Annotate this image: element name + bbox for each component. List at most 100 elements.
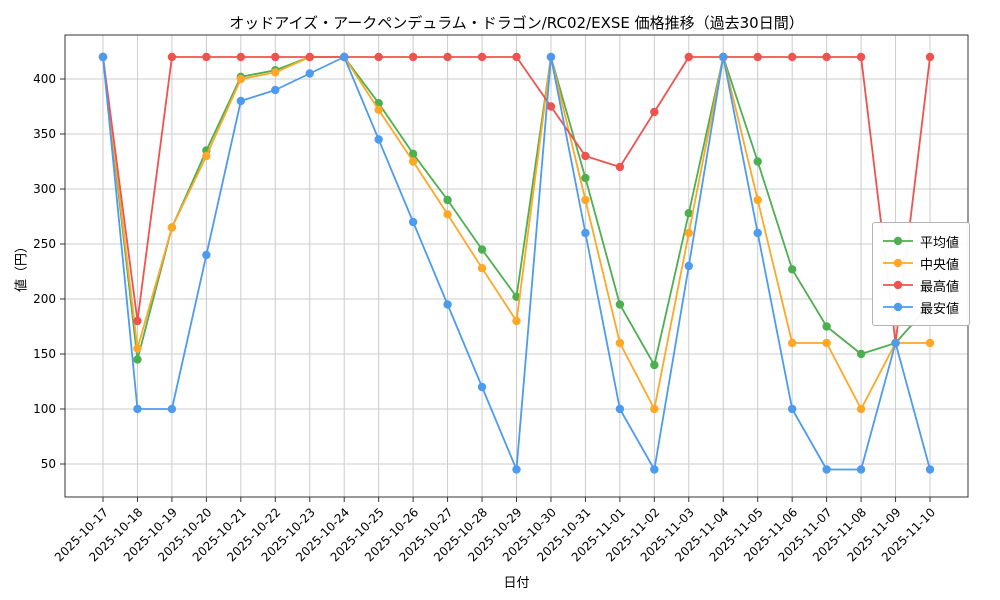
legend-item-max: 最高値 [882, 274, 959, 296]
data-point-min [133, 404, 142, 414]
data-point-max [546, 102, 556, 111]
y-tick-label: 50 [41, 457, 56, 471]
y-tick-label: 350 [33, 127, 56, 141]
legend: 平均値 中央値最高値最安値 [871, 222, 970, 326]
legend-item-min: 最安値 [882, 296, 959, 318]
data-point-min [546, 52, 556, 62]
data-point-min [581, 228, 590, 238]
data-point-max [787, 52, 797, 62]
data-point-max [167, 52, 177, 62]
data-point-max [822, 52, 831, 62]
data-point-min [98, 52, 108, 62]
data-point-min [684, 261, 693, 271]
chart-title: オッドアイズ・アークペンデュラム・ドラゴン/RC02/EXSE 価格推移（過去3… [229, 14, 804, 32]
legend-label-min: 最安値 [919, 301, 959, 317]
data-point-median [822, 338, 831, 348]
data-point-median [512, 316, 521, 326]
legend-dot [893, 236, 903, 246]
x-axis-label: 日付 [503, 576, 530, 591]
data-point-max [477, 52, 487, 62]
data-point-median [408, 157, 418, 166]
data-point-max [512, 52, 521, 62]
data-point-max [650, 107, 659, 117]
y-tick-label: 200 [33, 292, 56, 306]
data-point-min [477, 382, 487, 392]
data-point-avg [443, 195, 452, 205]
data-point-median [236, 74, 246, 84]
data-point-max [202, 52, 211, 62]
legend-marker-median [882, 258, 913, 268]
data-point-median [925, 338, 935, 348]
data-point-median [167, 223, 177, 232]
data-point-avg [684, 209, 693, 218]
data-point-avg [822, 322, 831, 331]
legend-dot [893, 302, 903, 312]
data-point-median [374, 105, 383, 115]
data-point-avg [787, 265, 797, 274]
data-point-max [856, 52, 866, 62]
y-axis-label: 値（円） [14, 239, 30, 293]
data-point-min [443, 300, 452, 309]
data-point-max [374, 52, 383, 62]
data-point-median [684, 228, 693, 238]
data-point-median [202, 151, 211, 161]
data-point-min [340, 52, 349, 62]
data-point-avg [133, 355, 142, 364]
data-point-avg [581, 173, 590, 183]
data-point-min [787, 404, 797, 414]
data-point-avg [615, 300, 625, 309]
y-tick-label: 250 [33, 237, 56, 251]
y-tick-label: 100 [33, 402, 56, 416]
data-point-avg [856, 349, 866, 359]
data-point-min [374, 135, 383, 144]
data-point-min [408, 217, 418, 227]
data-point-min [925, 465, 935, 474]
legend-marker-max [882, 280, 913, 290]
data-point-median [650, 404, 659, 414]
data-point-min [856, 465, 866, 474]
data-point-max [271, 52, 280, 62]
data-point-max [443, 52, 452, 62]
data-point-max [925, 52, 935, 62]
y-tick-label: 300 [33, 182, 56, 196]
data-point-min [236, 96, 246, 106]
data-point-min [753, 228, 762, 238]
data-point-min [719, 52, 728, 62]
data-point-min [271, 85, 280, 95]
legend-item-avg: 平均値 [882, 230, 959, 252]
data-point-max [684, 52, 693, 62]
data-point-min [202, 250, 211, 260]
data-point-max [236, 52, 246, 62]
legend-item-median: 中央値 [882, 252, 959, 274]
data-point-median [133, 344, 142, 353]
data-point-avg [650, 360, 659, 370]
legend-marker-avg [882, 236, 913, 246]
data-point-max [305, 52, 314, 62]
data-point-min [167, 404, 177, 414]
data-point-max [581, 151, 590, 161]
data-point-median [615, 338, 625, 348]
data-point-min [891, 338, 900, 348]
data-point-median [856, 404, 866, 414]
data-point-median [787, 338, 797, 348]
data-point-avg [408, 149, 418, 158]
data-point-avg [753, 157, 762, 166]
y-tick-label: 400 [33, 72, 56, 86]
legend-marker-min [882, 302, 913, 312]
data-point-min [305, 69, 314, 78]
data-point-median [443, 210, 452, 219]
y-tick-label: 150 [33, 347, 56, 361]
data-point-median [477, 264, 487, 273]
data-point-min [512, 465, 521, 474]
data-point-median [271, 68, 280, 77]
legend-dot [893, 258, 903, 268]
data-point-avg [477, 245, 487, 254]
legend-label-max: 最高値 [919, 279, 959, 295]
data-point-min [650, 465, 659, 474]
data-point-max [408, 52, 418, 62]
data-point-min [615, 404, 625, 414]
data-point-min [822, 465, 831, 474]
data-point-max [753, 52, 762, 62]
